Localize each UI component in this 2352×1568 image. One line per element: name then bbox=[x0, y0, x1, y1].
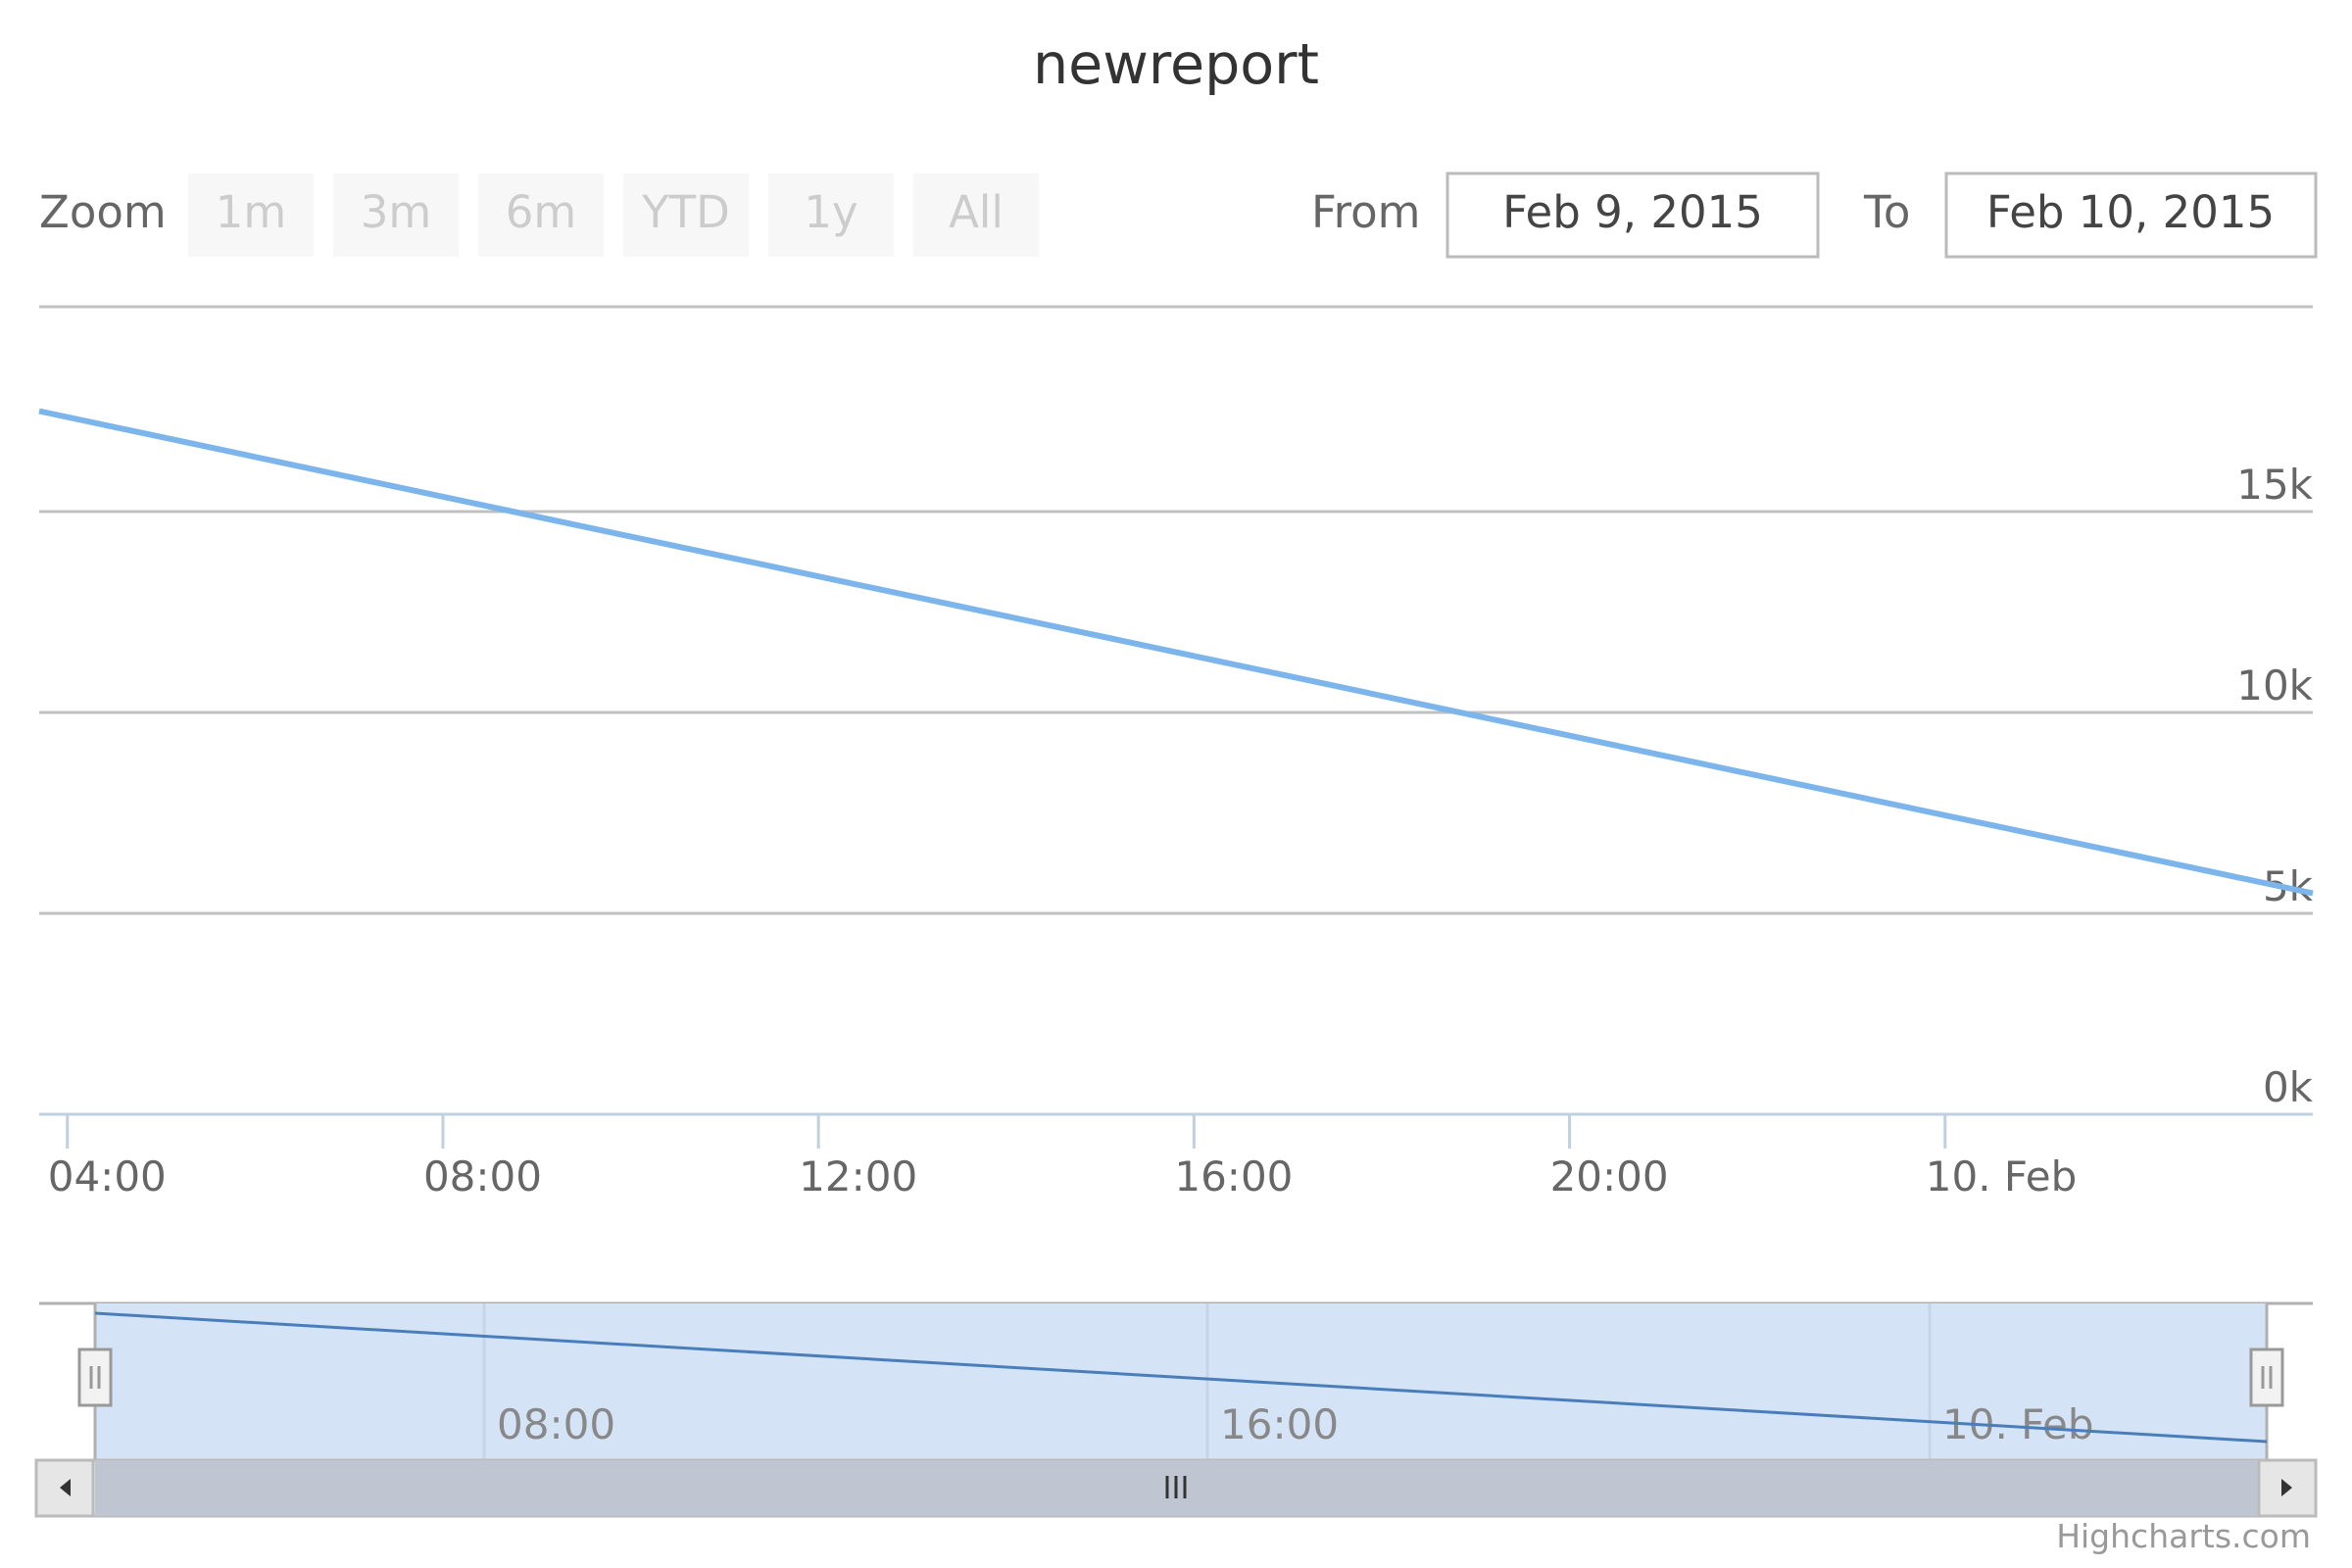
navigator-tick-label: 16:00 bbox=[1220, 1400, 1339, 1448]
scrollbar[interactable] bbox=[34, 1458, 2318, 1518]
scrollbar-right-button[interactable] bbox=[2257, 1458, 2318, 1518]
zoom-button-label: 1y bbox=[804, 186, 858, 238]
x-tick-label: 10. Feb bbox=[1926, 1152, 2078, 1200]
series-group bbox=[38, 408, 2314, 897]
y-tick-label: 15k bbox=[2236, 461, 2313, 509]
zoom-button-1y[interactable]: 1y bbox=[768, 173, 894, 257]
zoom-button-bg bbox=[913, 173, 1039, 257]
zoom-button-bg bbox=[333, 173, 459, 257]
x-tick-label: 04:00 bbox=[48, 1152, 167, 1200]
zoom-button-label: All bbox=[949, 186, 1004, 238]
x-tick-label: 16:00 bbox=[1174, 1152, 1293, 1200]
zoom-label: Zoom bbox=[39, 186, 167, 238]
to-date-value: Feb 10, 2015 bbox=[1986, 186, 2275, 238]
credits-link[interactable]: Highcharts.com bbox=[2056, 1517, 2311, 1555]
chart-title: newreport bbox=[1033, 32, 1319, 97]
navigator-left-handle[interactable] bbox=[77, 1348, 113, 1407]
to-date-input[interactable]: Feb 10, 2015 bbox=[1944, 172, 2318, 259]
zoom-button-ytd[interactable]: YTD bbox=[623, 173, 749, 257]
zoom-button-label: YTD bbox=[641, 186, 730, 238]
zoom-button-3m[interactable]: 3m bbox=[333, 173, 459, 257]
from-label: From bbox=[1311, 186, 1421, 238]
y-tick-label: 10k bbox=[2236, 662, 2313, 710]
zoom-buttons: 1m 3m 6m YTD 1y All bbox=[188, 173, 1039, 257]
zoom-button-label: 3m bbox=[361, 186, 431, 238]
navigator-selection-mask[interactable] bbox=[95, 1303, 2267, 1460]
arrow-right-icon bbox=[2281, 1479, 2292, 1496]
arrow-left-icon bbox=[60, 1479, 71, 1496]
zoom-button-label: 6m bbox=[506, 186, 576, 238]
x-tick-label: 08:00 bbox=[423, 1152, 542, 1200]
zoom-button-bg bbox=[768, 173, 894, 257]
zoom-button-bg bbox=[188, 173, 314, 257]
zoom-button-label: 1m bbox=[216, 186, 286, 238]
zoom-button-all[interactable]: All bbox=[913, 173, 1039, 257]
to-label: To bbox=[1863, 186, 1910, 238]
scrollbar-thumb[interactable] bbox=[95, 1460, 2267, 1516]
x-tick-label: 20:00 bbox=[1550, 1152, 1669, 1200]
zoom-button-1m[interactable]: 1m bbox=[188, 173, 314, 257]
from-date-value: Feb 9, 2015 bbox=[1502, 186, 1763, 238]
navigator[interactable]: 08:00 16:00 10. Feb bbox=[34, 1301, 2318, 1518]
y-tick-label: 0k bbox=[2263, 1063, 2314, 1111]
navigator-series-line bbox=[94, 1311, 2268, 1444]
zoom-button-6m[interactable]: 6m bbox=[478, 173, 604, 257]
zoom-button-bg bbox=[478, 173, 604, 257]
series-line[interactable] bbox=[38, 408, 2314, 897]
x-axis-ticks: 04:00 08:00 12:00 16:00 20:00 10. Feb bbox=[48, 1114, 2078, 1200]
y-gridlines bbox=[39, 305, 2313, 915]
navigator-tick-label: 08:00 bbox=[497, 1400, 615, 1448]
navigator-right-handle[interactable] bbox=[2249, 1348, 2284, 1407]
from-date-input[interactable]: Feb 9, 2015 bbox=[1446, 172, 1820, 259]
scrollbar-left-button[interactable] bbox=[34, 1458, 95, 1518]
x-tick-label: 12:00 bbox=[799, 1152, 917, 1200]
handle-body bbox=[2249, 1348, 2284, 1407]
zoom-button-bg bbox=[623, 173, 749, 257]
handle-body bbox=[77, 1348, 113, 1407]
